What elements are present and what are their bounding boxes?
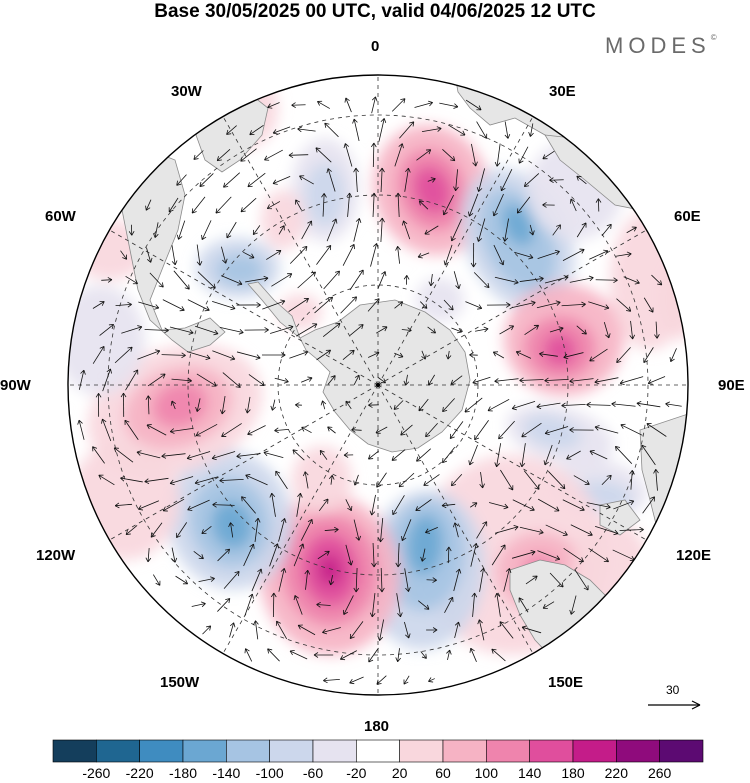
- colorbar-swatch: [529, 739, 574, 763]
- colorbar-swatch: [399, 739, 444, 763]
- meridian-label-150e: 150E: [548, 674, 584, 691]
- colorbar-swatch: [96, 739, 140, 763]
- meridian-label-60w: 60W: [45, 208, 76, 225]
- colorbar-swatch: [486, 739, 530, 763]
- colorbar-swatch: [616, 739, 660, 763]
- meridian-label-90e: 90E: [718, 377, 745, 394]
- colorbar-tick-label: 140: [517, 765, 542, 781]
- colorbar-swatch: [139, 739, 184, 763]
- colorbar-tick-label: 20: [391, 765, 408, 781]
- colorbar-swatch: [442, 739, 487, 763]
- meridian-label-30w: 30W: [171, 83, 202, 100]
- colorbar-swatch: [269, 739, 314, 763]
- colorbar-swatch: [226, 739, 270, 763]
- meridian-label-90w: 90W: [0, 377, 31, 394]
- colorbar-tick-label: 260: [647, 765, 672, 781]
- map-border: [67, 74, 689, 696]
- colorbar-tick-label: -20: [346, 765, 367, 781]
- reference-vector-label: 30: [666, 683, 680, 697]
- colorbar-tick-label: 220: [604, 765, 629, 781]
- meridian-label-60e: 60E: [674, 208, 701, 225]
- map-title: Base 30/05/2025 00 UTC, valid 04/06/2025…: [154, 1, 596, 22]
- colorbar-tick-label: 180: [561, 765, 585, 781]
- meridian-label-120w: 120W: [36, 547, 76, 564]
- meridian-label-150w: 150W: [160, 674, 200, 691]
- reference-arrow-icon: [648, 700, 701, 710]
- colorbar-tick-label: -220: [125, 765, 154, 781]
- colorbar-swatch: [356, 739, 400, 763]
- colorbar-swatch: [312, 739, 357, 763]
- meridian-label-180: 180: [364, 718, 390, 735]
- brand-logo: MODES©: [605, 33, 717, 58]
- meridian-label-30e: 30E: [549, 83, 576, 100]
- colorbar-swatch: [572, 739, 617, 763]
- colorbar-tick-label: -60: [302, 765, 324, 781]
- wind-vectors: [77, 96, 682, 685]
- colorbar-tick-label: -260: [82, 765, 111, 781]
- colorbar-tick-label: 60: [435, 765, 451, 781]
- colorbar-tick-label: 100: [474, 765, 499, 781]
- graticule: [68, 75, 688, 695]
- colorbar-tick-label: -140: [212, 765, 241, 781]
- colorbar-tick-label: -100: [255, 765, 284, 781]
- pole-point: [376, 383, 380, 387]
- meridian-label-120e: 120E: [676, 547, 712, 564]
- meridian-label-0: 0: [371, 38, 380, 55]
- colorbar-swatch: [52, 739, 97, 763]
- colorbar-swatch: [659, 739, 704, 763]
- colorbar-swatch: [182, 739, 227, 763]
- colorbar-tick-label: -180: [168, 765, 198, 781]
